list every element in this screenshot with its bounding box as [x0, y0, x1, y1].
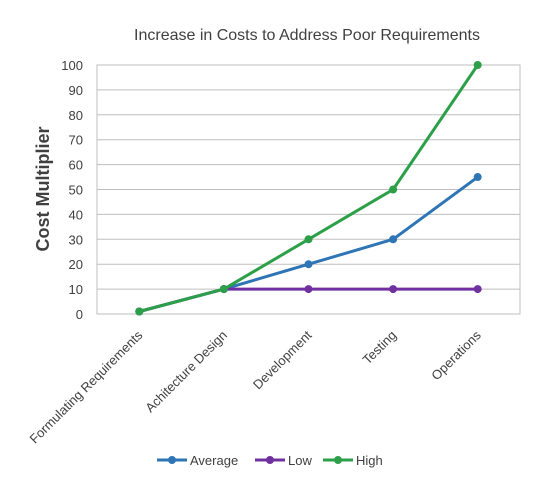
legend-label: Low [288, 453, 312, 468]
data-point [389, 185, 398, 194]
data-point [473, 173, 482, 182]
data-point [135, 307, 144, 316]
y-tick-label: 70 [69, 133, 83, 148]
legend-marker [168, 456, 176, 464]
gridlines [97, 64, 520, 315]
x-tick-label: Formulating Requirements [26, 327, 145, 446]
series-high [135, 61, 482, 316]
legend-item-low: Low [255, 453, 312, 468]
series-average [135, 173, 482, 316]
data-point [473, 285, 482, 294]
legend-item-average: Average [157, 453, 238, 468]
y-axis-ticks: 0 10 20 30 40 50 60 70 80 90 100 [61, 58, 83, 322]
legend-item-high: High [323, 453, 383, 468]
data-point [473, 61, 482, 69]
y-axis-label: Cost Multiplier [33, 127, 53, 252]
data-point [219, 285, 228, 294]
data-point [304, 260, 313, 269]
y-tick-label: 30 [69, 232, 83, 247]
data-point [304, 285, 313, 294]
series-line [138, 64, 479, 313]
data-point [304, 235, 313, 244]
y-tick-label: 10 [69, 282, 83, 297]
x-tick-label: Development [250, 327, 315, 392]
legend: Average Low High [157, 453, 383, 468]
y-tick-label: 0 [76, 307, 83, 322]
y-tick-label: 50 [69, 183, 83, 198]
x-tick-label: Operations [428, 327, 484, 383]
y-tick-label: 90 [69, 83, 83, 98]
legend-marker [266, 456, 274, 464]
y-tick-label: 60 [69, 158, 83, 173]
y-tick-label: 40 [69, 207, 83, 222]
legend-label: Average [190, 453, 238, 468]
series-group [135, 61, 482, 316]
data-point [389, 235, 398, 244]
y-tick-label: 80 [69, 108, 83, 123]
x-tick-label: Testing [359, 328, 399, 368]
legend-label: High [356, 453, 383, 468]
legend-marker [334, 456, 342, 464]
data-point [389, 285, 398, 294]
y-tick-label: 20 [69, 257, 83, 272]
plot-area [96, 64, 521, 315]
y-tick-label: 100 [61, 58, 83, 73]
chart-title: Increase in Costs to Address Poor Requir… [134, 27, 480, 44]
x-tick-label: Achitecture Design [142, 328, 230, 416]
